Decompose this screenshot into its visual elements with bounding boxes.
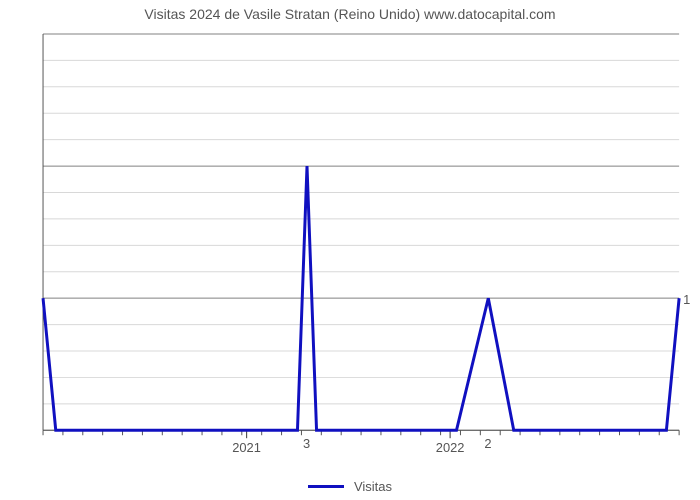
- chart-container: Visitas 2024 de Vasile Stratan (Reino Un…: [0, 0, 700, 500]
- line-chart-svg: 0123202120221321: [38, 30, 700, 460]
- svg-text:3: 3: [303, 436, 310, 451]
- chart-title: Visitas 2024 de Vasile Stratan (Reino Un…: [0, 6, 700, 22]
- legend-swatch: [308, 485, 344, 488]
- legend-label: Visitas: [354, 479, 392, 494]
- legend: Visitas: [0, 479, 700, 494]
- svg-text:1: 1: [683, 292, 690, 307]
- svg-text:2: 2: [484, 436, 491, 451]
- svg-text:2021: 2021: [232, 440, 261, 455]
- plot-area: 0123202120221321: [38, 30, 680, 430]
- svg-text:2022: 2022: [436, 440, 465, 455]
